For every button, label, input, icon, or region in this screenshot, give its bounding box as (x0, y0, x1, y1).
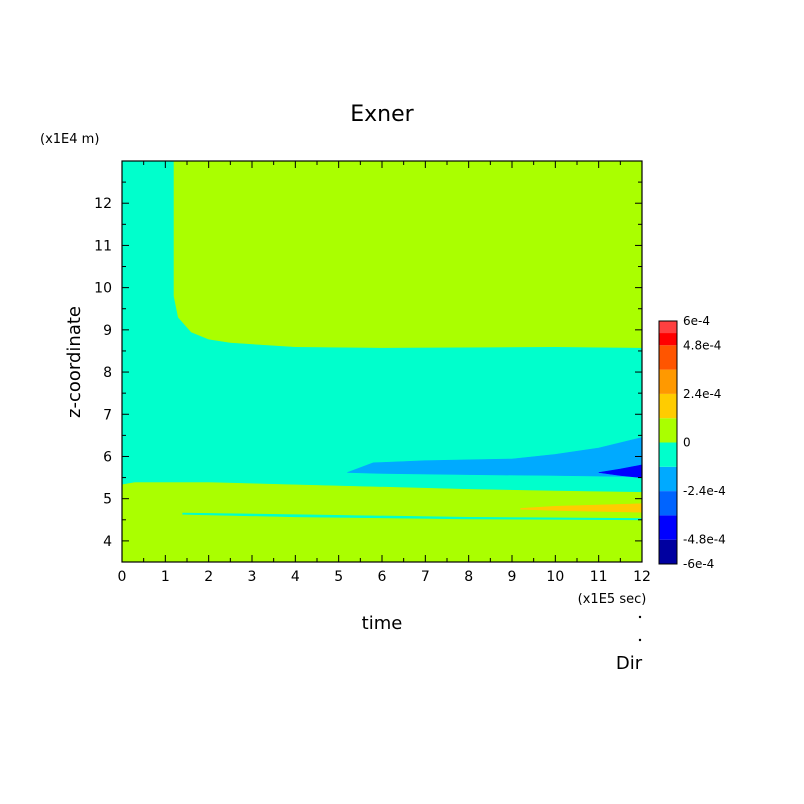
colorbar-frame (658, 320, 678, 565)
x-tick-label: 4 (291, 569, 300, 585)
colorbar-tick-label: 0 (683, 436, 691, 450)
colorbar-tick-label: -6e-4 (683, 557, 714, 571)
y-axis-unit: (x1E4 m) (40, 132, 99, 147)
x-tick-label: 8 (464, 569, 473, 585)
x-axis-label: time (362, 613, 403, 634)
footer-dir-label: Dir (616, 653, 643, 674)
y-axis-ticks: 4 5 6 7 8 9 10 11 12 (94, 181, 642, 563)
colorbar-band (659, 442, 677, 467)
x-axis-ticks: 0 1 2 3 4 5 6 7 8 9 10 11 12 (118, 161, 651, 585)
contour-region-positive-upper (173, 160, 643, 348)
contour-plot-area (121, 160, 643, 563)
y-tick-label: 6 (103, 449, 112, 465)
colorbar-band (659, 321, 677, 334)
dir-marker (638, 615, 642, 642)
colorbar-band (659, 515, 677, 540)
y-tick-label: 8 (103, 365, 112, 381)
colorbar-tick-label: 6e-4 (683, 314, 710, 328)
y-tick-label: 11 (94, 238, 112, 254)
y-tick-label: 5 (103, 492, 112, 508)
x-tick-label: 6 (378, 569, 387, 585)
colorbar: 6e-4 4.8e-4 2.4e-4 0 -2.4e-4 -4.8e-4 -6e-4 (658, 314, 726, 571)
y-tick-label: 12 (94, 196, 112, 212)
colorbar-band (659, 466, 677, 492)
colorbar-tick-label: -4.8e-4 (683, 533, 726, 547)
y-axis-label: z-coordinate (64, 306, 85, 418)
y-tick-label: 9 (103, 323, 112, 339)
colorbar-band (659, 491, 677, 516)
colorbar-band (659, 539, 677, 564)
x-tick-label: 12 (633, 569, 651, 585)
colorbar-tick-label: 2.4e-4 (683, 387, 721, 401)
colorbar-band (659, 393, 677, 419)
y-tick-label: 7 (103, 407, 112, 423)
x-tick-label: 10 (546, 569, 564, 585)
chart-title: Exner (350, 102, 414, 127)
x-tick-label: 2 (204, 569, 213, 585)
contour-region-negative-medium (347, 437, 643, 478)
colorbar-band (659, 418, 677, 443)
y-tick-label: 10 (94, 281, 112, 297)
colorbar-tick-label: 4.8e-4 (683, 338, 721, 352)
x-tick-label: 5 (334, 569, 343, 585)
x-axis-unit: (x1E5 sec) (578, 592, 647, 607)
colorbar-band (659, 369, 677, 394)
dir-dot-lower (638, 638, 642, 642)
x-tick-label: 0 (118, 569, 127, 585)
colorbar-band (659, 345, 677, 370)
contour-region-positive-lower (121, 482, 643, 563)
x-tick-label: 3 (248, 569, 257, 585)
colorbar-tick-label: -2.4e-4 (683, 484, 726, 498)
x-tick-label: 7 (421, 569, 430, 585)
dir-dot-upper (638, 615, 642, 619)
x-tick-label: 11 (590, 569, 608, 585)
x-tick-label: 9 (508, 569, 517, 585)
x-tick-label: 1 (161, 569, 170, 585)
y-tick-label: 4 (103, 534, 112, 550)
